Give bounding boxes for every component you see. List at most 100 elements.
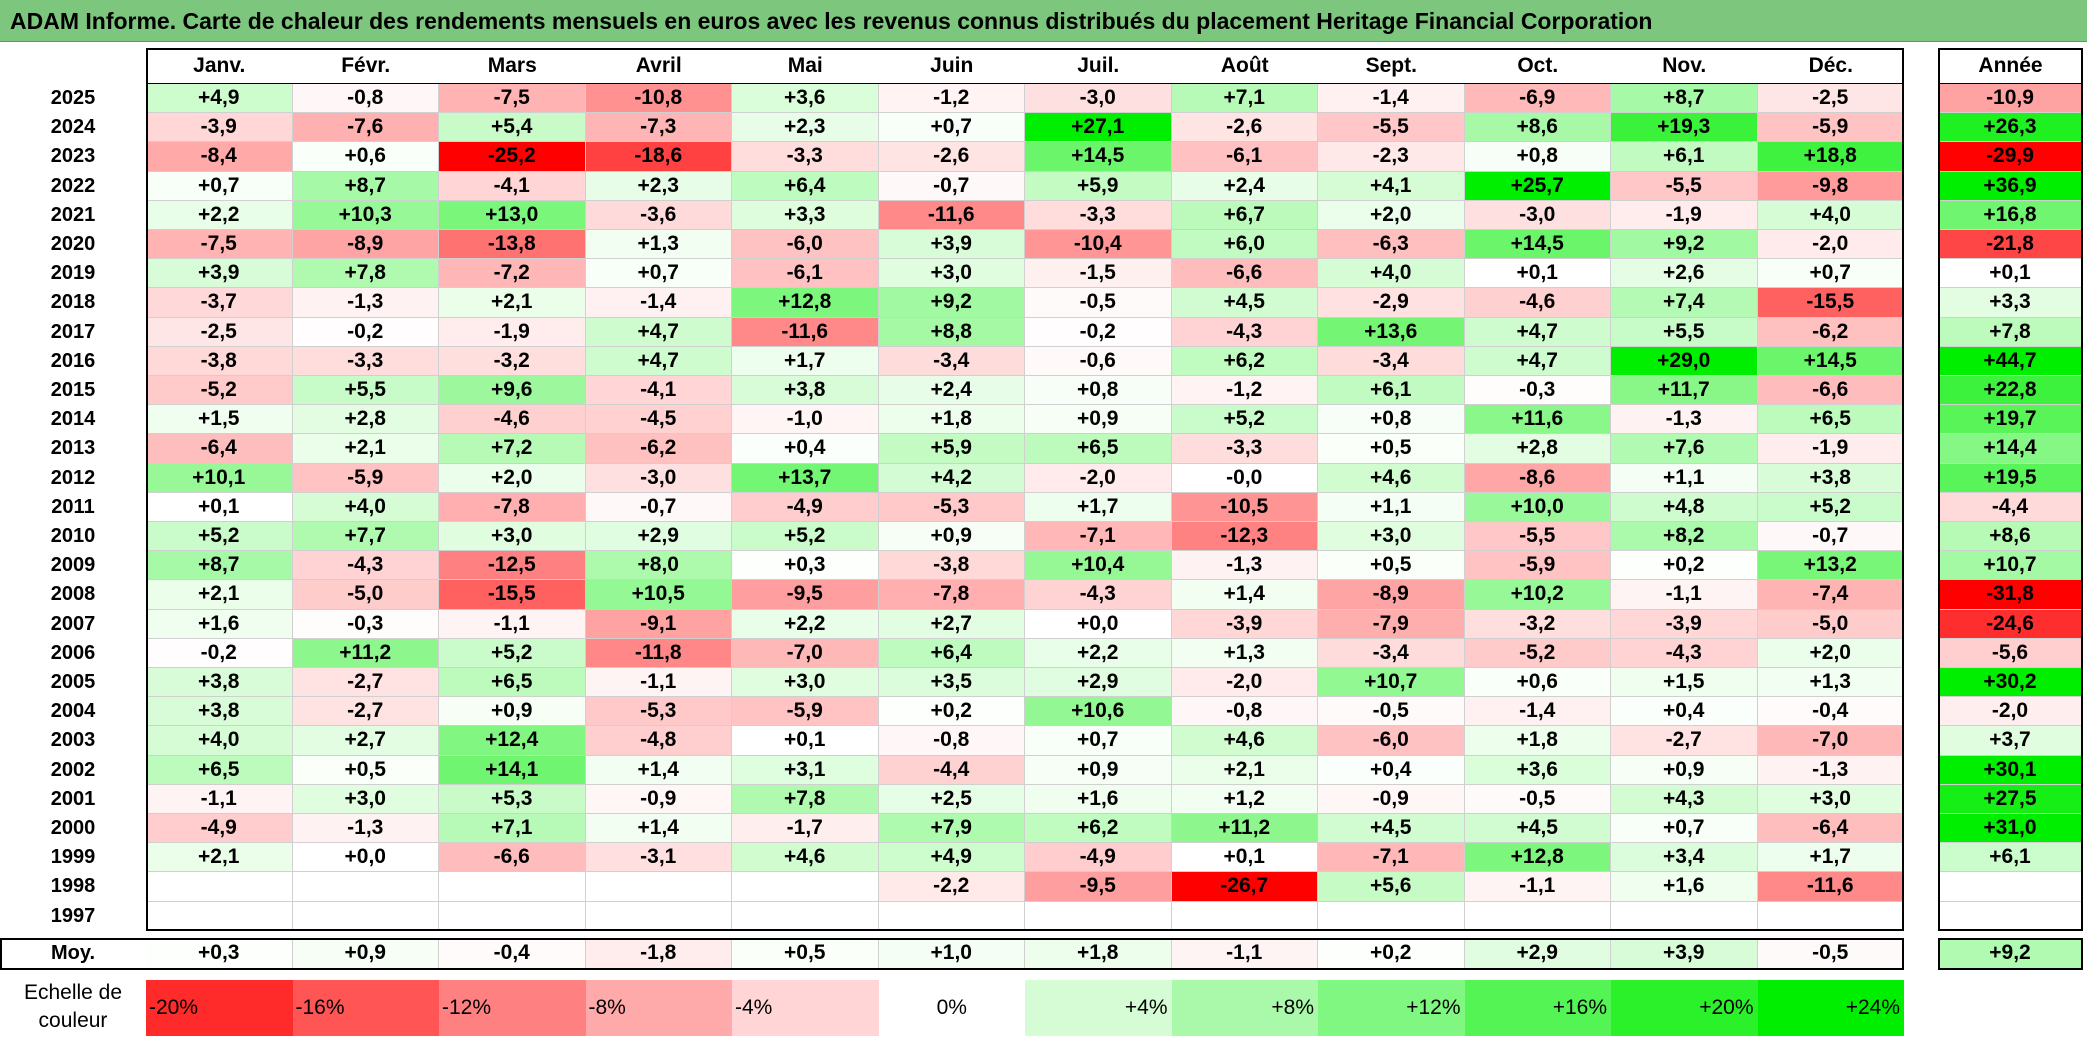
heatmap-cell: -1,1 bbox=[439, 609, 586, 639]
heatmap-cell: +5,5 bbox=[1611, 317, 1758, 347]
legend-swatch: +8% bbox=[1171, 980, 1318, 1036]
heatmap-cell: -3,9 bbox=[1171, 609, 1318, 639]
average-cell: +0,3 bbox=[146, 937, 293, 970]
heatmap-cell: +1,6 bbox=[1611, 872, 1758, 902]
heatmap-cell: -1,4 bbox=[1318, 84, 1465, 114]
heatmap-cell: +4,0 bbox=[1757, 200, 1904, 230]
month-header: Mai bbox=[732, 48, 879, 84]
heatmap-cell: +0,7 bbox=[1025, 726, 1172, 756]
heatmap-cell: +1,3 bbox=[1171, 638, 1318, 668]
heatmap-cell: -0,3 bbox=[292, 609, 439, 639]
heatmap-cell: +7,6 bbox=[1611, 434, 1758, 464]
heatmap-cell: +2,2 bbox=[146, 200, 293, 230]
heatmap-cell: +0,7 bbox=[1757, 259, 1904, 289]
heatmap-cell: +1,2 bbox=[1171, 784, 1318, 814]
heatmap-cell: +0,9 bbox=[1611, 755, 1758, 785]
heatmap-cell: -1,4 bbox=[1464, 697, 1611, 727]
heatmap-cell: -4,3 bbox=[1025, 580, 1172, 610]
heatmap-cell: +4,6 bbox=[1171, 726, 1318, 756]
heatmap-cell: +6,5 bbox=[146, 755, 293, 785]
heatmap-cell: -6,2 bbox=[585, 434, 732, 464]
heatmap-cell: -0,8 bbox=[878, 726, 1025, 756]
heatmap-cell: -0,7 bbox=[585, 492, 732, 522]
heatmap-cell: -3,1 bbox=[585, 843, 732, 873]
heatmap-cell: -0,2 bbox=[292, 317, 439, 347]
heatmap-cell: -3,4 bbox=[1318, 346, 1465, 376]
heatmap-cell: +5,2 bbox=[1171, 405, 1318, 435]
year-label: 2022 bbox=[50, 174, 96, 197]
heatmap-cell: +4,5 bbox=[1318, 814, 1465, 844]
heatmap-cell: +4,7 bbox=[1464, 317, 1611, 347]
heatmap-cell: -1,9 bbox=[1611, 200, 1758, 230]
heatmap-cell: +3,9 bbox=[878, 230, 1025, 260]
heatmap-cell: +5,9 bbox=[878, 434, 1025, 464]
heatmap-cell: +3,0 bbox=[1757, 784, 1904, 814]
heatmap-cell: -13,8 bbox=[439, 230, 586, 260]
heatmap-cell: -4,9 bbox=[1025, 843, 1172, 873]
year-label: 2002 bbox=[50, 758, 96, 781]
heatmap-cell: +2,7 bbox=[292, 726, 439, 756]
average-cell: +0,5 bbox=[732, 937, 879, 970]
heatmap-cell: -9,5 bbox=[1025, 872, 1172, 902]
heatmap-cell: +10,0 bbox=[1464, 492, 1611, 522]
heatmap-cell: -2,7 bbox=[292, 668, 439, 698]
heatmap-cell: -2,0 bbox=[1025, 463, 1172, 493]
annual-cell: +7,8 bbox=[1938, 317, 2083, 347]
heatmap-cell: +0,9 bbox=[1025, 405, 1172, 435]
heatmap-cell: +4,2 bbox=[878, 463, 1025, 493]
heatmap-cell: -0,5 bbox=[1025, 288, 1172, 318]
heatmap-cell: -0,0 bbox=[1171, 463, 1318, 493]
heatmap-cell: +9,2 bbox=[878, 288, 1025, 318]
annual-cell: -10,9 bbox=[1938, 84, 2083, 114]
heatmap-cell: -1,1 bbox=[146, 784, 293, 814]
heatmap-cell: -1,9 bbox=[1757, 434, 1904, 464]
heatmap-cell: -6,6 bbox=[439, 843, 586, 873]
heatmap-cell: +7,7 bbox=[292, 522, 439, 552]
heatmap-cell: -6,1 bbox=[732, 259, 879, 289]
annual-cell bbox=[1938, 901, 2083, 931]
heatmap-cell: -10,4 bbox=[1025, 230, 1172, 260]
month-header: Mars bbox=[439, 48, 586, 84]
average-label: Moy. bbox=[50, 942, 96, 965]
heatmap-cell: +6,2 bbox=[1171, 346, 1318, 376]
heatmap-cell: -5,9 bbox=[1757, 113, 1904, 143]
annual-cell: +14,4 bbox=[1938, 434, 2083, 464]
heatmap-cell: +2,3 bbox=[585, 171, 732, 201]
heatmap-cell: -5,9 bbox=[292, 463, 439, 493]
year-label: 2025 bbox=[50, 87, 96, 110]
heatmap-cell: +8,8 bbox=[878, 317, 1025, 347]
heatmap-cell bbox=[1025, 901, 1172, 931]
heatmap-cell: +12,8 bbox=[1464, 843, 1611, 873]
year-label: 1999 bbox=[50, 846, 96, 869]
heatmap-cell: +2,0 bbox=[439, 463, 586, 493]
heatmap-cell: +6,5 bbox=[439, 668, 586, 698]
heatmap-cell: +1,8 bbox=[1464, 726, 1611, 756]
heatmap-cell: -4,6 bbox=[439, 405, 586, 435]
heatmap-cell: -0,6 bbox=[1025, 346, 1172, 376]
heatmap-cell bbox=[292, 872, 439, 902]
annual-cell: +27,5 bbox=[1938, 784, 2083, 814]
heatmap-cell: +3,6 bbox=[1464, 755, 1611, 785]
heatmap-cell: +4,6 bbox=[1318, 463, 1465, 493]
heatmap-cell: -5,2 bbox=[146, 376, 293, 406]
heatmap-cell: +0,0 bbox=[1025, 609, 1172, 639]
heatmap-cell: -15,5 bbox=[1757, 288, 1904, 318]
heatmap-cell: +2,1 bbox=[146, 843, 293, 873]
year-label: 2017 bbox=[50, 320, 96, 343]
annual-cell bbox=[1938, 872, 2083, 902]
heatmap-cell: +1,3 bbox=[1757, 668, 1904, 698]
heatmap-cell: +9,6 bbox=[439, 376, 586, 406]
heatmap-cell: -6,6 bbox=[1171, 259, 1318, 289]
annual-cell: +3,7 bbox=[1938, 726, 2083, 756]
heatmap-cell: -7,0 bbox=[732, 638, 879, 668]
heatmap-cell: +4,1 bbox=[1318, 171, 1465, 201]
annual-cell: +16,8 bbox=[1938, 200, 2083, 230]
year-label: 2015 bbox=[50, 379, 96, 402]
heatmap-cell: +2,0 bbox=[1318, 200, 1465, 230]
heatmap-cell: +2,1 bbox=[439, 288, 586, 318]
heatmap-cell: -2,9 bbox=[1318, 288, 1465, 318]
year-label: 2006 bbox=[50, 641, 96, 664]
heatmap-cell: +11,2 bbox=[292, 638, 439, 668]
month-header: Sept. bbox=[1318, 48, 1465, 84]
heatmap-cell: -9,1 bbox=[585, 609, 732, 639]
